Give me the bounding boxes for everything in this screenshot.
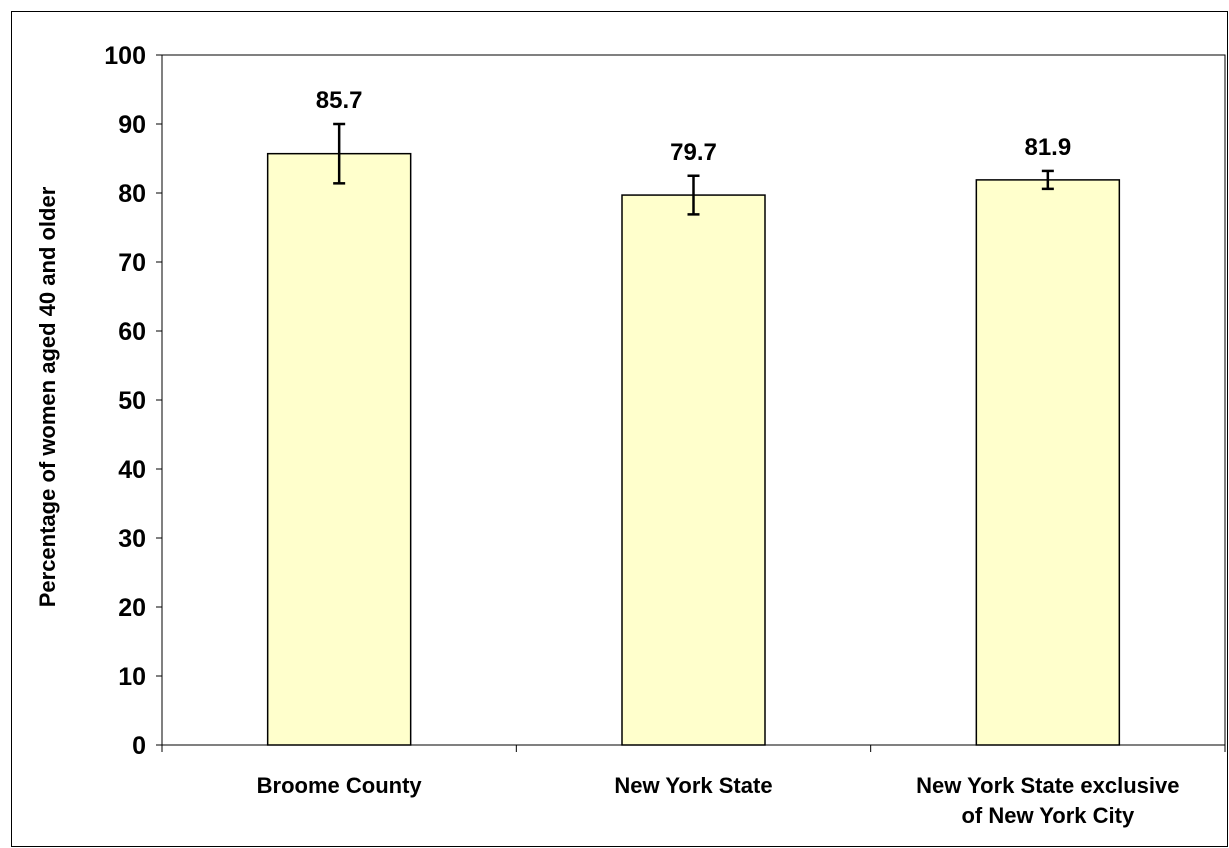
y-tick-label: 100	[104, 42, 146, 70]
data-label: 85.7	[316, 87, 363, 114]
y-tick-label: 0	[132, 732, 146, 760]
bar	[266, 152, 412, 746]
bar	[975, 179, 1121, 746]
bar	[621, 194, 766, 746]
y-tick-label: 30	[118, 525, 146, 553]
y-tick-label: 90	[118, 111, 146, 139]
data-label: 81.9	[1024, 134, 1071, 161]
x-category-label: New York State	[614, 773, 772, 798]
y-tick-label: 50	[118, 387, 146, 415]
y-tick-label: 60	[118, 318, 146, 346]
plot-area: 0 10 20 30 40 50 60 70 80 90 100 85.7 Broome County 7…	[104, 42, 1226, 828]
x-category-label: Broome County	[257, 773, 423, 798]
y-tick-label: 70	[118, 249, 146, 277]
y-tick-label: 80	[118, 180, 146, 208]
y-tick-label: 40	[118, 456, 146, 484]
y-tick-label: 20	[118, 594, 146, 622]
y-axis-title: Percentage of women aged 40 and older	[35, 186, 60, 607]
y-tick-label: 10	[118, 663, 146, 691]
x-category-label: of New York City	[961, 803, 1135, 828]
data-label: 79.7	[670, 139, 717, 166]
x-category-label: New York State exclusive	[916, 773, 1179, 798]
